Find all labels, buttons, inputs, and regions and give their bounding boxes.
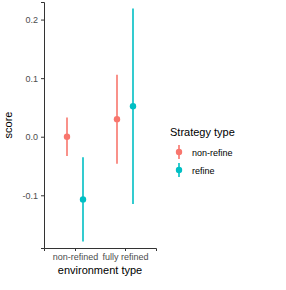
x-axis: non-refinedfully refined — [45, 248, 157, 262]
x-tick: non-refined — [53, 248, 99, 262]
point — [114, 116, 120, 122]
chart: -0.1 0.0 0.1 0.2 non-refinedfully refined env… — [0, 0, 286, 290]
legend-key-point — [176, 167, 182, 173]
legend-title: Strategy type — [170, 126, 235, 138]
y-tick: 0.0 — [25, 132, 44, 142]
x-axis-line — [45, 249, 157, 252]
legend-label: non-refine — [192, 148, 233, 158]
x-axis-title: environment type — [58, 264, 142, 276]
series — [80, 8, 136, 241]
point — [64, 134, 70, 140]
legend-item: non-refine — [176, 145, 233, 159]
x-tick-label: non-refined — [53, 252, 99, 262]
y-tick-mark — [41, 20, 44, 21]
y-tick: 0.1 — [25, 74, 44, 84]
y-tick-mark — [41, 78, 44, 79]
x-tick-mark — [75, 248, 76, 251]
y-tick-label: 0.1 — [25, 74, 38, 84]
legend-label: refine — [192, 166, 215, 176]
y-tick-mark — [41, 195, 44, 196]
legend-key-point — [176, 149, 182, 155]
x-tick-mark — [125, 248, 126, 251]
legend: Strategy type non-refine refine — [170, 126, 235, 177]
y-tick-label: 0.0 — [25, 132, 38, 142]
y-tick-label: -0.1 — [22, 191, 38, 201]
y-axis-line — [41, 3, 45, 249]
x-tick: fully refined — [102, 248, 148, 262]
y-tick-label: 0.2 — [25, 15, 38, 25]
y-tick: 0.2 — [25, 15, 44, 25]
series — [64, 75, 120, 164]
y-axis-title: score — [2, 112, 14, 139]
y-tick-mark — [41, 137, 44, 138]
legend-item: refine — [176, 163, 215, 177]
x-tick-label: fully refined — [102, 252, 148, 262]
point — [130, 103, 136, 109]
y-tick: -0.1 — [22, 191, 44, 201]
plot-area — [64, 8, 136, 241]
y-axis: -0.1 0.0 0.1 0.2 — [22, 3, 44, 249]
point — [80, 196, 86, 202]
